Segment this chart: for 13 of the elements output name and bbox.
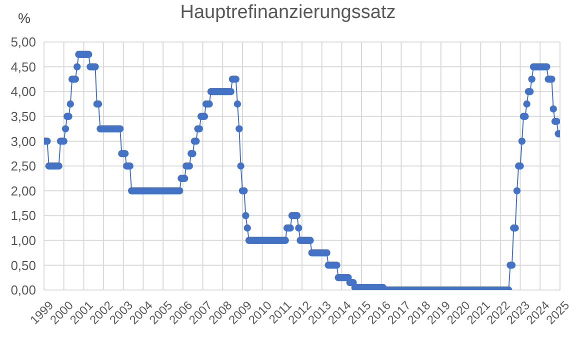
y-tick-label: 5,00	[10, 34, 36, 50]
y-tick-label: 3,50	[10, 109, 36, 124]
y-tick-label: 1,00	[10, 233, 36, 248]
y-tick-label: 4,00	[10, 84, 36, 100]
chart-title: Hauptrefinanzierungssatz	[180, 2, 396, 23]
y-tick-label: 1,50	[10, 208, 36, 224]
y-tick-label: 0,50	[10, 258, 36, 273]
y-tick-label: 4,50	[10, 59, 36, 74]
y-tick-label: 0,00	[10, 282, 36, 298]
y-tick-label: 2,00	[10, 183, 36, 198]
y-axis-title: %	[18, 10, 30, 26]
y-tick-label: 3,00	[10, 134, 36, 149]
y-tick-label: 2,50	[10, 158, 36, 174]
